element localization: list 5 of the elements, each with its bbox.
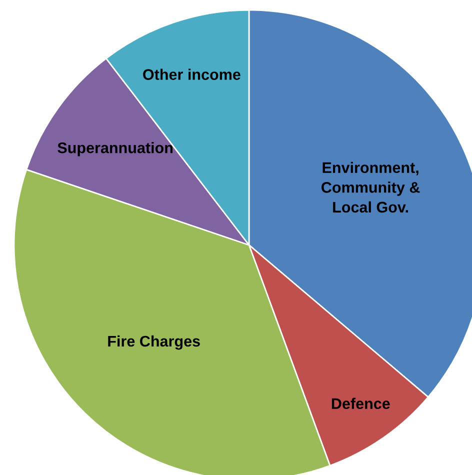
slice-label: Defence bbox=[332, 398, 390, 410]
slice-label: Superannuation bbox=[58, 142, 173, 156]
slice-label: Environment, Community & Local Gov. bbox=[322, 162, 420, 213]
slice-label: Fire Charges bbox=[108, 335, 200, 350]
slice-label: Other income bbox=[143, 68, 240, 80]
